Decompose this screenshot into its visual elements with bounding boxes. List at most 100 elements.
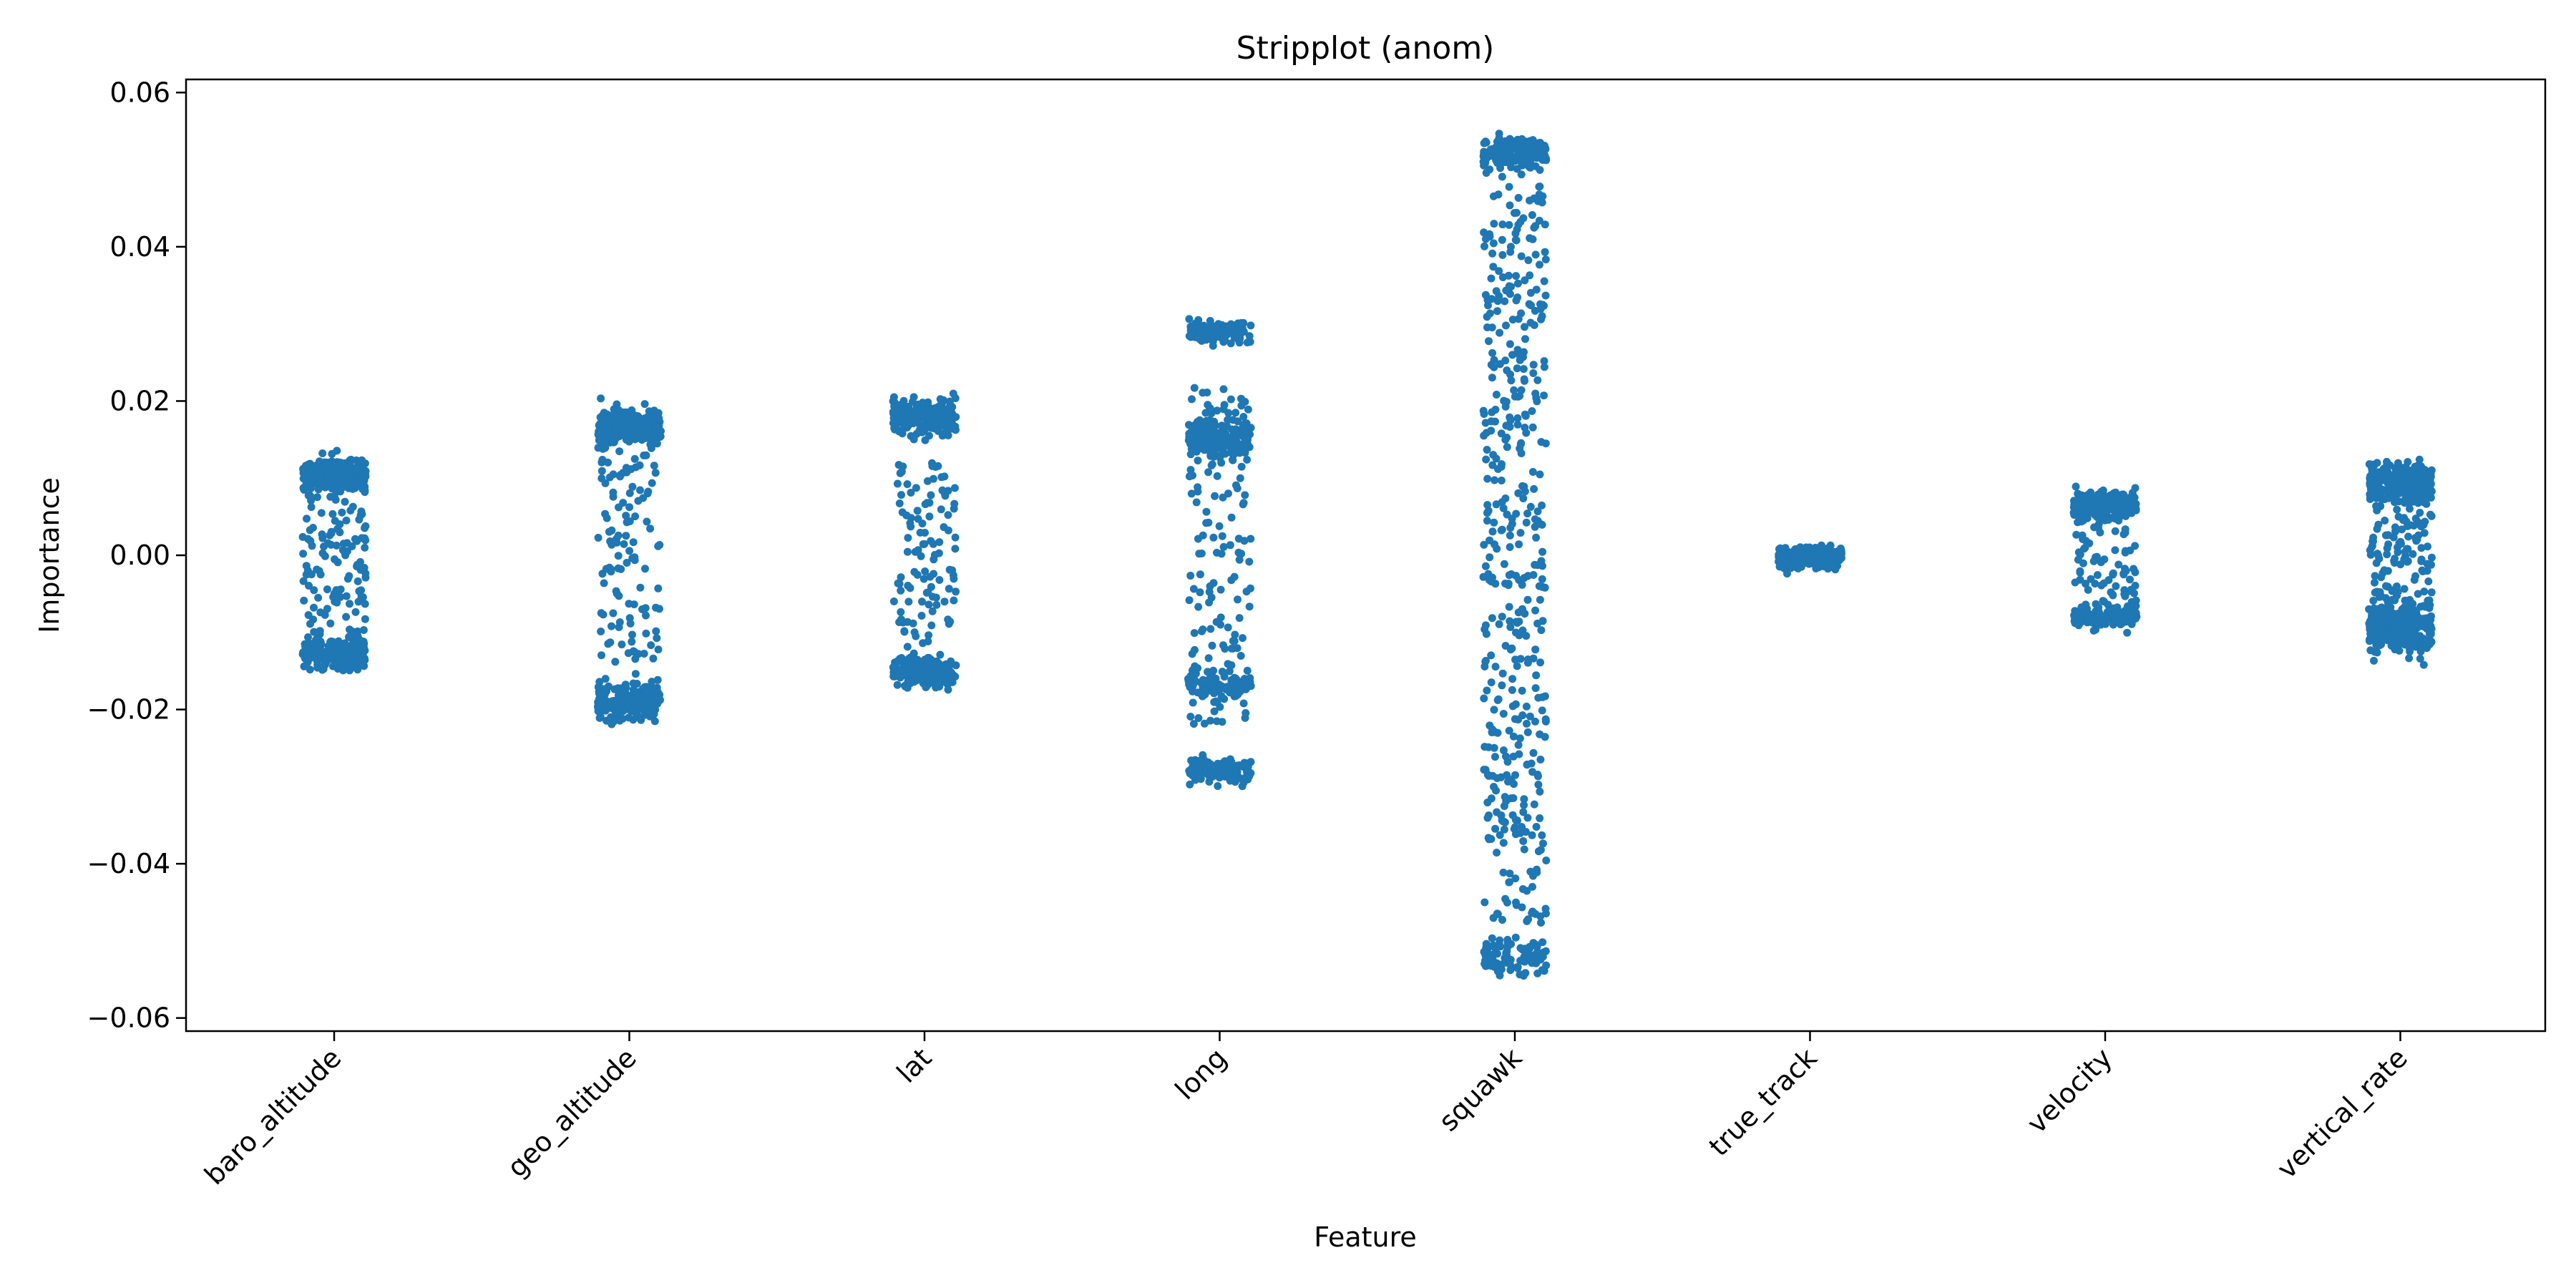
data-point-long (1230, 333, 1239, 342)
data-point-baro-altitude (361, 615, 369, 623)
data-point-long (1234, 548, 1243, 557)
data-point-squawk (1493, 696, 1502, 704)
data-point-velocity (2084, 491, 2092, 499)
data-point-baro-altitude (361, 573, 370, 582)
data-point-baro-altitude (331, 597, 339, 606)
data-point-vertical-rate (2414, 590, 2422, 598)
data-point-squawk (1541, 947, 1550, 955)
data-point-baro-altitude (299, 577, 308, 585)
data-point-squawk (1526, 712, 1534, 721)
data-point-squawk (1523, 887, 1531, 895)
data-point-lat (896, 672, 904, 680)
y-tick-label: −0.04 (87, 848, 170, 879)
data-point-geo-altitude (648, 479, 656, 487)
data-point-squawk (1490, 518, 1498, 527)
data-point-lat (947, 402, 955, 411)
data-point-velocity (2109, 591, 2117, 600)
data-point-long (1211, 492, 1219, 500)
data-point-squawk (1531, 606, 1540, 615)
data-point-squawk (1529, 748, 1538, 757)
data-point-geo-altitude (608, 720, 616, 728)
data-point-squawk (1524, 915, 1533, 924)
data-point-velocity (2094, 494, 2102, 502)
data-point-long (1245, 557, 1254, 566)
data-point-vertical-rate (2411, 534, 2420, 542)
data-point-lat (889, 597, 898, 605)
data-point-squawk (1493, 297, 1502, 306)
data-point-geo-altitude (653, 421, 661, 430)
data-point-baro-altitude (361, 524, 369, 532)
data-point-long (1246, 321, 1255, 330)
data-point-long (1204, 654, 1213, 663)
data-point-vertical-rate (2398, 525, 2406, 534)
data-point-lat (935, 666, 943, 675)
data-point-squawk (1508, 675, 1517, 683)
data-point-velocity (2073, 611, 2082, 620)
data-point-squawk (1482, 630, 1491, 638)
data-point-lat (903, 547, 912, 556)
data-point-long (1200, 761, 1209, 770)
data-point-squawk (1542, 909, 1550, 918)
data-point-vertical-rate (2393, 505, 2401, 514)
data-point-velocity (2102, 494, 2110, 502)
data-point-baro-altitude (318, 648, 327, 656)
data-point-geo-altitude (655, 605, 663, 613)
data-point-squawk (1480, 139, 1488, 147)
data-point-vertical-rate (2419, 567, 2427, 575)
data-point-geo-altitude (629, 647, 638, 655)
data-point-velocity (2071, 502, 2079, 511)
data-point-long (1196, 328, 1205, 336)
data-point-vertical-rate (2399, 482, 2408, 490)
data-point-baro-altitude (323, 605, 331, 613)
data-point-long (1220, 770, 1229, 779)
data-point-baro-altitude (323, 539, 332, 547)
data-point-baro-altitude (361, 543, 369, 552)
data-point-long (1192, 498, 1201, 507)
data-point-long (1243, 666, 1252, 675)
data-point-long (1226, 541, 1234, 550)
data-point-squawk (1499, 504, 1508, 512)
data-point-squawk (1538, 953, 1546, 962)
data-point-vertical-rate (2389, 609, 2397, 618)
data-point-long (1189, 720, 1198, 728)
data-point-geo-altitude (652, 627, 660, 635)
data-point-long (1236, 441, 1244, 449)
y-tick-label: −0.02 (87, 694, 170, 726)
data-point-squawk (1517, 170, 1526, 179)
data-point-lat (914, 514, 922, 523)
data-point-squawk (1526, 502, 1535, 511)
data-point-geo-altitude (643, 426, 651, 435)
data-point-vertical-rate (2424, 577, 2433, 585)
data-point-long (1199, 531, 1207, 540)
data-point-squawk (1492, 391, 1501, 399)
data-point-squawk (1519, 494, 1528, 502)
data-point-geo-altitude (605, 436, 614, 445)
data-point-squawk (1520, 801, 1528, 809)
data-point-squawk (1488, 934, 1496, 942)
data-point-squawk (1521, 276, 1529, 285)
data-point-squawk (1516, 356, 1524, 364)
data-point-lat (936, 395, 945, 404)
data-point-squawk (1533, 397, 1541, 406)
data-point-squawk (1511, 700, 1520, 708)
data-point-lat (902, 657, 911, 665)
data-point-long (1214, 436, 1223, 444)
data-point-baro-altitude (316, 457, 323, 466)
data-point-squawk (1479, 406, 1488, 415)
data-point-geo-altitude (613, 701, 621, 709)
data-point-vertical-rate (2400, 585, 2409, 593)
data-point-squawk (1535, 216, 1543, 225)
data-point-squawk (1480, 743, 1489, 751)
data-point-squawk (1501, 954, 1509, 962)
data-point-squawk (1506, 524, 1515, 532)
data-point-squawk (1505, 182, 1513, 191)
data-point-long (1235, 614, 1244, 623)
data-point-long (1188, 395, 1196, 404)
data-point-squawk (1538, 693, 1547, 701)
data-point-long (1191, 645, 1199, 654)
data-point-squawk (1483, 946, 1491, 955)
data-point-baro-altitude (310, 586, 318, 595)
data-point-lat (904, 534, 912, 542)
data-point-squawk (1498, 250, 1507, 259)
